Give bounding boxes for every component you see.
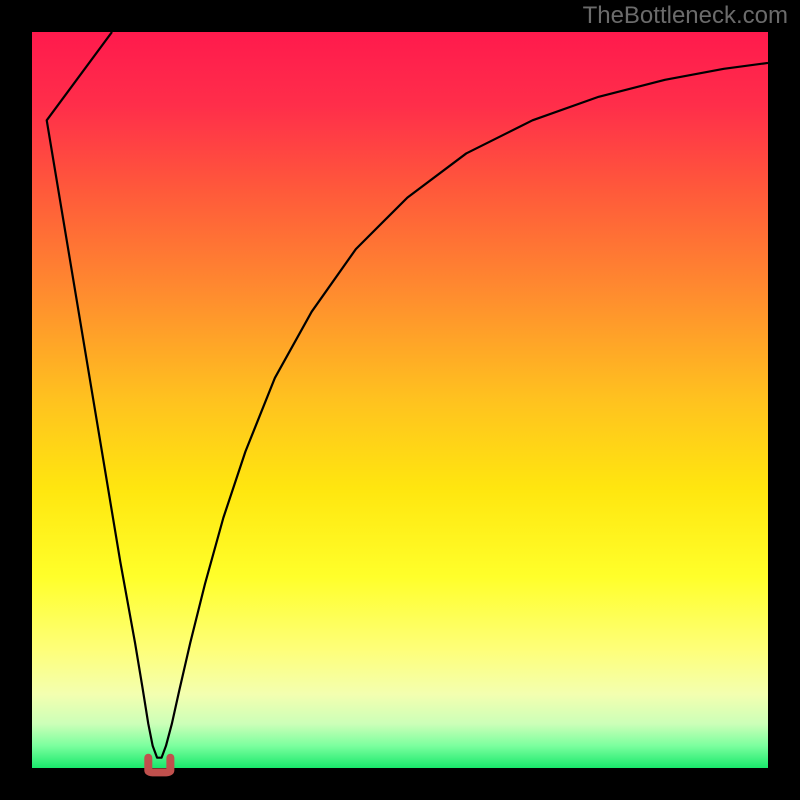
plot-background: [32, 32, 768, 768]
chart-svg: [0, 0, 800, 800]
chart-container: TheBottleneck.com: [0, 0, 800, 800]
